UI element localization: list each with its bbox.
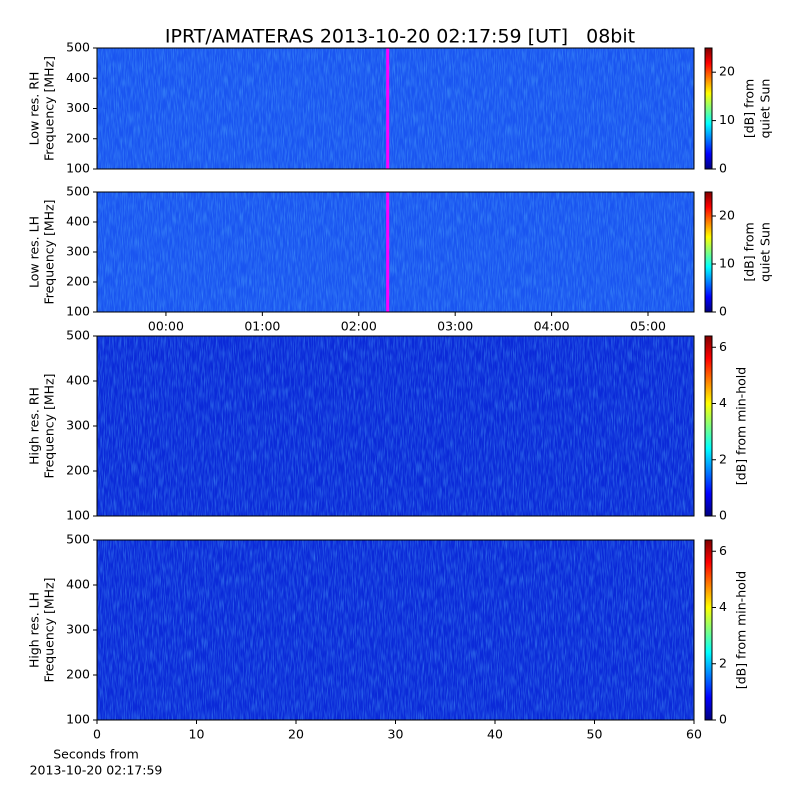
y-tick-label: 400 — [66, 577, 90, 592]
colorbar-tick-label: 10 — [719, 256, 735, 271]
x-tick-label: 40 — [487, 727, 503, 742]
y-axis-label: Frequency [MHz] — [42, 199, 57, 304]
colorbar-label: quiet Sun — [758, 222, 773, 282]
y-axis-label: High res. LH — [27, 592, 42, 668]
y-tick-label: 500 — [66, 40, 90, 55]
colorbar-tick-label: 10 — [719, 112, 735, 127]
y-tick-label: 400 — [66, 214, 90, 229]
heatmap-texture — [97, 192, 694, 312]
y-tick-label: 200 — [66, 130, 90, 145]
y-tick-label: 300 — [66, 100, 90, 115]
y-tick-label: 300 — [66, 244, 90, 259]
colorbar — [704, 47, 713, 170]
heatmap-texture — [97, 336, 694, 516]
y-tick-label: 200 — [66, 274, 90, 289]
y-tick-label: 500 — [66, 184, 90, 199]
colorbar-label: [dB] from — [742, 79, 757, 138]
x-axis-label: 2013-10-20 02:17:59 — [30, 763, 163, 778]
y-axis-label: Low res. LH — [27, 216, 42, 288]
colorbar-tick-label: 4 — [719, 395, 727, 410]
colorbar-label: [dB] from min-hold — [734, 367, 749, 485]
y-tick-label: 200 — [66, 667, 90, 682]
colorbar-tick-label: 20 — [719, 64, 735, 79]
colorbar-tick-label: 6 — [719, 543, 727, 558]
colorbar-tick-label: 20 — [719, 208, 735, 223]
heatmap-texture — [97, 540, 694, 720]
y-tick-label: 300 — [66, 418, 90, 433]
chart-title: IPRT/AMATERAS 2013-10-20 02:17:59 [UT] 0… — [165, 26, 635, 48]
colorbar-tick-label: 6 — [719, 339, 727, 354]
y-tick-label: 200 — [66, 463, 90, 478]
colorbar-tick-label: 4 — [719, 599, 727, 614]
x-tick-label: 05:00 — [630, 319, 666, 334]
x-tick-label: 01:00 — [244, 319, 280, 334]
x-tick-label: 00:00 — [148, 319, 184, 334]
y-axis-label: Frequency [MHz] — [42, 577, 57, 682]
y-tick-label: 100 — [66, 508, 90, 523]
colorbar — [704, 335, 713, 517]
heatmap-texture — [97, 48, 694, 169]
colorbar-tick-label: 0 — [719, 508, 727, 523]
x-tick-label: 50 — [587, 727, 603, 742]
colorbar-tick-label: 2 — [719, 451, 727, 466]
y-tick-label: 100 — [66, 712, 90, 727]
x-tick-label: 20 — [288, 727, 304, 742]
x-tick-label: 30 — [388, 727, 404, 742]
x-tick-label: 02:00 — [341, 319, 377, 334]
colorbar — [704, 191, 713, 313]
y-tick-label: 500 — [66, 328, 90, 343]
colorbar-tick-label: 0 — [719, 304, 727, 319]
y-tick-label: 400 — [66, 70, 90, 85]
y-axis-label: Frequency [MHz] — [42, 373, 57, 478]
colorbar-label: quiet Sun — [758, 79, 773, 139]
y-tick-label: 100 — [66, 304, 90, 319]
x-tick-label: 03:00 — [437, 319, 473, 334]
y-axis-label: Low res. RH — [27, 72, 42, 146]
colorbar-label: [dB] from min-hold — [734, 571, 749, 689]
x-tick-label: 10 — [189, 727, 205, 742]
colorbar-tick-label: 0 — [719, 712, 727, 727]
y-tick-label: 100 — [66, 161, 90, 176]
y-tick-label: 300 — [66, 622, 90, 637]
y-tick-label: 500 — [66, 532, 90, 547]
x-tick-label: 04:00 — [534, 319, 570, 334]
colorbar-tick-label: 0 — [719, 161, 727, 176]
y-axis-label: High res. RH — [27, 387, 42, 465]
colorbar — [704, 539, 713, 721]
x-tick-label: 60 — [686, 727, 702, 742]
y-tick-label: 400 — [66, 373, 90, 388]
x-tick-label: 0 — [93, 727, 101, 742]
colorbar-tick-label: 2 — [719, 655, 727, 670]
x-axis-label: Seconds from — [53, 747, 139, 762]
colorbar-label: [dB] from — [742, 222, 757, 281]
y-axis-label: Frequency [MHz] — [42, 56, 57, 161]
